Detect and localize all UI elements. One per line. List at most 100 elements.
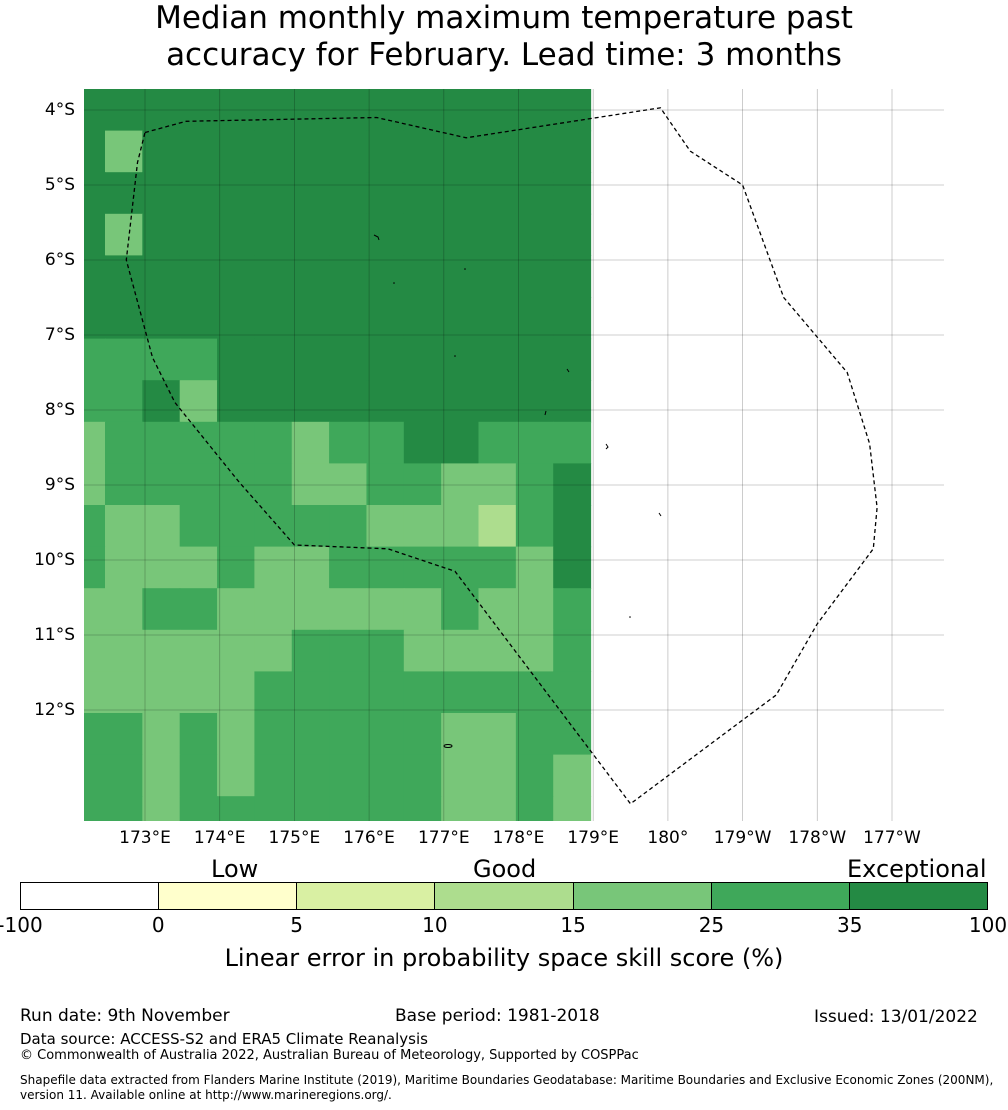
grid-cell	[105, 172, 143, 215]
grid-cell	[366, 796, 405, 821]
grid-cell	[329, 754, 368, 797]
grid-cell	[105, 255, 143, 298]
grid-cell	[291, 546, 330, 589]
grid-cell	[179, 130, 218, 173]
grid-cell	[105, 546, 143, 589]
grid-cell	[254, 338, 293, 381]
grid-cell	[217, 255, 255, 298]
grid-cell	[403, 546, 442, 589]
grid-cell	[254, 89, 293, 132]
grid-cell	[84, 754, 106, 797]
grid-cell	[217, 172, 255, 215]
base-period: Base period: 1981-2018	[395, 1006, 600, 1026]
latitude-label: 7°S	[44, 325, 75, 345]
grid-cell	[553, 380, 592, 423]
grid-cell	[553, 297, 592, 340]
grid-cell	[553, 421, 592, 464]
grid-cell	[553, 463, 592, 506]
grid-cell	[329, 713, 368, 756]
grid-cell	[478, 588, 517, 631]
latitude-label: 6°S	[44, 250, 75, 270]
grid-cell	[515, 338, 554, 381]
grid-cell	[291, 89, 330, 132]
grid-cell	[441, 297, 480, 340]
grid-cell	[105, 297, 143, 340]
grid-cell	[441, 713, 480, 756]
grid-cell	[441, 338, 480, 381]
longitude-label: 180°	[647, 828, 689, 848]
grid-cell	[105, 796, 143, 821]
grid-cell	[254, 130, 293, 173]
grid-cell	[478, 671, 517, 714]
grid-cell	[254, 421, 293, 464]
grid-cell	[515, 505, 554, 548]
grid-cell	[366, 89, 405, 132]
grid-cell	[366, 671, 405, 714]
grid-cell	[403, 796, 442, 821]
longitude-label: 178°E	[492, 828, 545, 848]
grid-cell	[291, 629, 330, 672]
grid-cell	[179, 796, 218, 821]
longitude-label: 179°E	[567, 828, 620, 848]
grid-cell	[329, 546, 368, 589]
grid-cell	[142, 629, 181, 672]
grid-cell	[84, 89, 106, 132]
grid-cell	[217, 629, 255, 672]
grid-cell	[553, 629, 592, 672]
grid-cell	[553, 796, 592, 821]
grid-cell	[441, 421, 480, 464]
grid-cell	[366, 463, 405, 506]
grid-cell	[553, 588, 592, 631]
grid-cell	[553, 130, 592, 173]
grid-cell	[441, 546, 480, 589]
grid-cell	[84, 588, 106, 631]
grid-cell	[553, 754, 592, 797]
chart-title-line-1: Median monthly maximum temperature past	[155, 0, 853, 36]
grid-cell	[217, 338, 255, 381]
grid-cell	[254, 796, 293, 821]
grid-cell	[553, 505, 592, 548]
grid-cell	[291, 671, 330, 714]
grid-cell	[217, 671, 255, 714]
grid-cell	[217, 505, 255, 548]
grid-cell	[179, 338, 218, 381]
grid-cell	[291, 338, 330, 381]
grid-cell	[105, 629, 143, 672]
grid-cell	[254, 380, 293, 423]
grid-cell	[403, 172, 442, 215]
grid-cell	[84, 380, 106, 423]
grid-cell	[553, 546, 592, 589]
grid-cell	[329, 297, 368, 340]
grid-cell	[441, 588, 480, 631]
grid-cell	[403, 380, 442, 423]
colorbar-segment	[573, 883, 712, 909]
colorbar-segment	[159, 883, 298, 909]
grid-cell	[291, 380, 330, 423]
chart-title-line-2: accuracy for February. Lead time: 3 mont…	[166, 37, 842, 73]
grid-cell	[478, 338, 517, 381]
latitude-label: 4°S	[44, 100, 75, 120]
island-marker	[658, 512, 662, 517]
longitude-label: 179°W	[713, 828, 772, 848]
grid-cell	[553, 172, 592, 215]
category-label-exceptional: Exceptional	[847, 855, 987, 883]
grid-cell	[403, 671, 442, 714]
grid-cell	[329, 588, 368, 631]
grid-cell	[478, 546, 517, 589]
grid-cell	[217, 130, 255, 173]
grid-cell	[84, 130, 106, 173]
grid-cell	[291, 130, 330, 173]
data-source: Data source: ACCESS-S2 and ERA5 Climate …	[20, 1030, 428, 1048]
grid-cell	[142, 505, 181, 548]
island-marker	[443, 744, 453, 748]
longitude-label: 175°E	[268, 828, 321, 848]
colorbar-segment	[297, 883, 436, 909]
grid-cell	[84, 671, 106, 714]
latitude-label: 12°S	[34, 700, 75, 720]
grid-cell	[84, 546, 106, 589]
grid-cell	[329, 463, 368, 506]
colorbar-tick-label: -100	[0, 913, 43, 937]
grid-cell	[254, 546, 293, 589]
grid-cell	[553, 338, 592, 381]
grid-cell	[329, 213, 368, 256]
